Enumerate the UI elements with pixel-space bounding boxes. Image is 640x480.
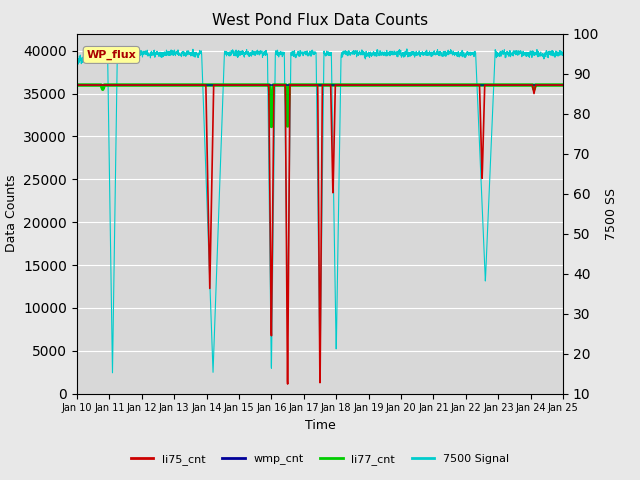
Legend: li75_cnt, wmp_cnt, li77_cnt, 7500 Signal: li75_cnt, wmp_cnt, li77_cnt, 7500 Signal — [127, 450, 513, 469]
Title: West Pond Flux Data Counts: West Pond Flux Data Counts — [212, 13, 428, 28]
Text: WP_flux: WP_flux — [86, 50, 136, 60]
Y-axis label: Data Counts: Data Counts — [4, 175, 18, 252]
Y-axis label: 7500 SS: 7500 SS — [605, 188, 618, 240]
X-axis label: Time: Time — [305, 419, 335, 432]
